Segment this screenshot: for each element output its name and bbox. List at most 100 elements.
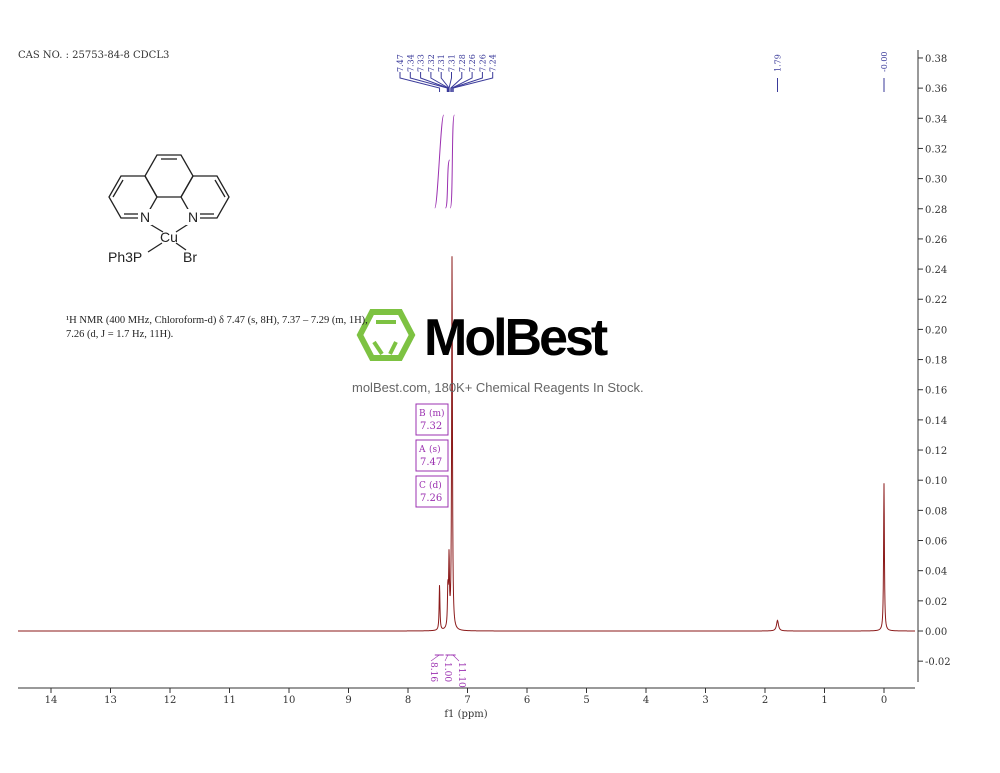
- nmr-description-line1: ¹H NMR (400 MHz, Chloroform-d) δ 7.47 (s…: [66, 315, 368, 326]
- multiplet-label: C: [419, 481, 426, 491]
- x-tick-label: 14: [45, 695, 58, 706]
- integral-curve: [444, 159, 451, 209]
- y-tick-label: 0.26: [925, 235, 947, 246]
- multiplet-label: A: [418, 445, 426, 455]
- x-tick-label: 1: [821, 695, 827, 706]
- ph3p-label: Ph3P: [108, 249, 142, 265]
- multiplet-shift: 7.47: [420, 457, 442, 468]
- cu-p-bond: [147, 242, 163, 253]
- x-tick-label: 10: [283, 695, 296, 706]
- spectrum-line: [18, 256, 915, 632]
- peak-label: 7.28: [458, 54, 467, 72]
- x-tick-label: 2: [762, 695, 768, 706]
- multiplet-type: (s): [429, 444, 441, 455]
- multiplet-shift: 7.32: [420, 421, 442, 432]
- peak-label: 7.33: [417, 54, 426, 72]
- peak-label: 7.34: [406, 54, 415, 72]
- nitrogen-left: N: [140, 209, 150, 225]
- y-tick-label: 0.38: [925, 54, 947, 65]
- peak-label-leader: [409, 72, 448, 92]
- multiplet-label: B: [419, 409, 426, 419]
- peak-label: 7.31: [448, 54, 457, 72]
- y-tick-label: 0.10: [925, 476, 947, 487]
- x-tick-label: 0: [881, 695, 887, 706]
- x-tick-label: 13: [104, 695, 117, 706]
- multiplet-box: [415, 475, 449, 508]
- multiplet-boxes: B (m) 7.32 A (s) 7.47 C (d) 7.26: [415, 403, 449, 508]
- y-tick-label: 0.32: [925, 144, 947, 155]
- label-mask: [186, 209, 200, 225]
- br-label: Br: [183, 249, 197, 265]
- peak-label: 7.26: [468, 54, 477, 72]
- axes: 14 13 12 11 10 9 8 7 6 5 4 3 2 1 0-0.020.000.020.040.0…: [18, 50, 951, 720]
- y-tick-label: 0.12: [925, 446, 947, 457]
- y-tick-label: 0.08: [925, 506, 947, 517]
- y-tick-label: 0.14: [925, 416, 947, 427]
- peak-label: 7.31: [437, 54, 446, 72]
- label-mask: [138, 209, 152, 225]
- y-tick-label: 0.30: [925, 175, 947, 186]
- cu-br-bond: [175, 242, 187, 251]
- watermark-site: molBest.com, 180K+ Chemical Reagents In …: [352, 380, 644, 395]
- multiplet-shift: 7.26: [420, 493, 442, 504]
- x-axis-label: f1 (ppm): [444, 709, 487, 720]
- peak-label-leader: [448, 72, 452, 92]
- peak-label-leader: [451, 72, 483, 92]
- x-tick-label: 8: [405, 695, 411, 706]
- multiplet-box: [415, 403, 449, 436]
- x-tick-label: 6: [524, 695, 530, 706]
- x-tick-label: 5: [583, 695, 589, 706]
- peak-labels: 7.47 7.34 7.33 7.32 7.31 7.31 7.28 7.26 7.26 7.24…: [396, 51, 889, 92]
- integral-leader: [444, 654, 449, 662]
- x-tick-label: 4: [643, 695, 649, 706]
- y-tick-label: 0.24: [925, 265, 947, 276]
- y-tick-label: 0.04: [925, 567, 947, 578]
- y-tick-label: 0.16: [925, 386, 947, 397]
- x-tick-label: 9: [345, 695, 351, 706]
- y-tick-label: 0.28: [925, 205, 947, 216]
- integral-curve: [434, 114, 445, 209]
- multiplet-type: (d): [429, 480, 442, 491]
- left-ring: [108, 175, 158, 219]
- peak-label: 7.24: [489, 54, 498, 72]
- integrals: 8.16 1.00 11.10: [428, 114, 466, 688]
- molbest-logo-icon: [356, 309, 416, 361]
- peak-label: 7.32: [427, 54, 436, 72]
- x-tick-label: 7: [464, 695, 470, 706]
- y-tick-label: 0.36: [925, 84, 947, 95]
- integral-value: 8.16: [428, 662, 438, 682]
- nmr-description-line2: 7.26 (d, J = 1.7 Hz, 11H).: [66, 329, 174, 340]
- y-tick-label: 0.34: [925, 114, 947, 125]
- peak-label-leader: [452, 72, 494, 92]
- x-tick-label: 3: [702, 695, 708, 706]
- integral-value: 1.00: [442, 662, 452, 682]
- nitrogen-right: N: [188, 209, 198, 225]
- x-tick-label: 12: [164, 695, 177, 706]
- peak-label-leader: [399, 72, 441, 92]
- integral-leader: [430, 654, 440, 662]
- chemical-structure: [108, 154, 230, 253]
- peak-label: 7.26: [478, 54, 487, 72]
- peak-label-leader: [430, 72, 449, 92]
- y-tick-label: 0.22: [925, 295, 947, 306]
- peak-label-leader: [420, 72, 449, 92]
- y-tick-label: 0.20: [925, 325, 947, 336]
- integral-leader: [452, 654, 460, 662]
- multiplet-type: (m): [429, 408, 445, 419]
- peak-label: -0.00: [880, 51, 889, 72]
- central-ring: [144, 154, 194, 198]
- y-tick-label: 0.00: [925, 627, 947, 638]
- multiplet-box: [415, 439, 449, 472]
- watermark-logo: MolBest: [424, 309, 608, 367]
- copper-label: Cu: [160, 229, 178, 245]
- double-bond: [112, 179, 124, 198]
- peak-label: 7.47: [396, 54, 405, 72]
- peak-label: 1.79: [773, 54, 782, 72]
- double-bond: [214, 179, 226, 198]
- integral-value: 11.10: [456, 662, 466, 688]
- y-tick-label: 0.06: [925, 537, 947, 548]
- y-tick-label: -0.02: [925, 657, 951, 668]
- peak-label-leader: [450, 72, 463, 92]
